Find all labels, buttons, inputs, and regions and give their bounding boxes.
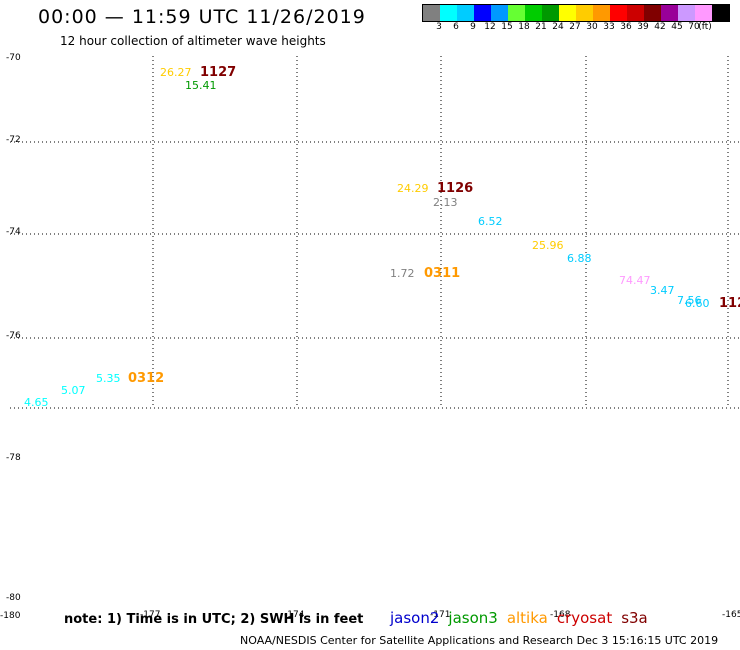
wave-height-label: 5.07 xyxy=(61,384,86,397)
wave-height-label: 6.88 xyxy=(567,252,592,265)
satellite-s3a: s3a xyxy=(621,609,648,627)
map-subtitle: 12 hour collection of altimeter wave hei… xyxy=(60,34,326,48)
longitude-labels: -180 -177 -174 -171 -168 -165 xyxy=(0,610,740,621)
legend-swatch xyxy=(440,5,457,21)
legend-tick-label: 70 xyxy=(688,22,700,32)
wave-height-label: 6.60 xyxy=(685,297,710,310)
legend-tick-label: 18 xyxy=(518,22,530,32)
legend-swatch xyxy=(610,5,627,21)
legend-tick-label: 42 xyxy=(654,22,666,32)
legend-swatch xyxy=(644,5,661,21)
longitude-label: -171 xyxy=(430,610,450,620)
wave-height-label: 24.29 xyxy=(397,182,429,195)
legend-swatch xyxy=(457,5,474,21)
longitude-label: -174 xyxy=(284,610,305,620)
longitude-label: -165 xyxy=(722,610,740,620)
legend-swatch xyxy=(508,5,525,21)
wave-height-label: 74.47 xyxy=(619,274,651,287)
pass-time-label: 1127 xyxy=(200,65,236,80)
pass-time-label: 0311 xyxy=(424,266,460,281)
legend-tick-label: 12 xyxy=(484,22,496,32)
footer-note: note: 1) Time is in UTC; 2) SWH is in fe… xyxy=(64,612,364,627)
legend-tick-label: (ft) xyxy=(698,22,712,32)
map-title: 00:00 — 11:59 UTC 11/26/2019 xyxy=(38,6,366,28)
legend-swatch xyxy=(525,5,542,21)
legend-swatch xyxy=(712,5,729,21)
legend-swatch xyxy=(542,5,559,21)
latitude-label: -70 xyxy=(6,53,21,63)
legend-tick-label: 15 xyxy=(501,22,513,32)
wave-height-label: 5.35 xyxy=(96,372,121,385)
legend-tick-label: 39 xyxy=(637,22,649,32)
legend-tick-labels: 3 6 9 12 15 18 21 24 27 30 33 36 39 42 45 70 (ft) xyxy=(422,22,732,34)
legend-swatch xyxy=(576,5,593,21)
wave-height-label: 2.13 xyxy=(433,196,458,209)
satellite-jason2: jason2 xyxy=(390,609,440,627)
legend-swatch xyxy=(559,5,576,21)
satellite-jason3: jason3 xyxy=(448,609,498,627)
longitude-label: -168 xyxy=(550,610,571,620)
wave-height-label: 1.72 xyxy=(390,267,415,280)
legend-tick-label: 24 xyxy=(552,22,564,32)
wave-height-label: 6.52 xyxy=(478,215,503,228)
latitude-label: -78 xyxy=(6,453,21,463)
legend-tick-label: 27 xyxy=(569,22,581,32)
legend-swatch xyxy=(474,5,491,21)
latitude-label: -74 xyxy=(6,227,21,237)
legend-swatch xyxy=(661,5,678,21)
latitude-labels: -70 -72 -74 -76 -78 -80 xyxy=(6,53,21,603)
legend-swatch xyxy=(695,5,712,21)
legend-swatch xyxy=(627,5,644,21)
wave-height-label: 25.96 xyxy=(532,239,564,252)
legend-swatch xyxy=(678,5,695,21)
pass-time-label: 0312 xyxy=(128,371,164,386)
grid-lines xyxy=(10,56,740,409)
legend-swatch xyxy=(593,5,610,21)
credit-line: NOAA/NESDIS Center for Satellite Applica… xyxy=(240,634,719,647)
wave-height-label: 4.65 xyxy=(24,396,49,409)
latitude-label: -80 xyxy=(6,593,21,603)
wave-height-label: 26.27 xyxy=(160,66,192,79)
legend-swatch xyxy=(423,5,440,21)
satellite-cryosat: cryosat xyxy=(556,609,613,627)
latitude-label: -76 xyxy=(6,331,21,341)
legend-tick-label: 45 xyxy=(671,22,683,32)
longitude-label: -180 xyxy=(0,611,21,621)
wave-height-label: 15.41 xyxy=(185,79,217,92)
legend-tick-label: 6 xyxy=(453,22,459,32)
legend-swatch xyxy=(491,5,508,21)
legend-tick-label: 33 xyxy=(603,22,615,32)
legend-tick-label: 9 xyxy=(470,22,476,32)
wave-height-label: 7.56 xyxy=(677,294,702,307)
wave-height-label: 3.47 xyxy=(650,284,675,297)
satellite-altika: altika xyxy=(506,609,548,627)
satellite-legend: jason2 jason3 altika cryosat s3a xyxy=(390,609,657,627)
latitude-label: -72 xyxy=(6,135,21,145)
longitude-label: -177 xyxy=(140,610,160,620)
pass-time-label: 1126 xyxy=(437,181,473,196)
wave-height-color-legend xyxy=(422,4,730,22)
pass-time-label: 112 xyxy=(719,296,740,311)
legend-tick-label: 3 xyxy=(436,22,442,32)
legend-tick-label: 36 xyxy=(620,22,632,32)
legend-tick-label: 21 xyxy=(535,22,547,32)
legend-tick-label: 30 xyxy=(586,22,598,32)
